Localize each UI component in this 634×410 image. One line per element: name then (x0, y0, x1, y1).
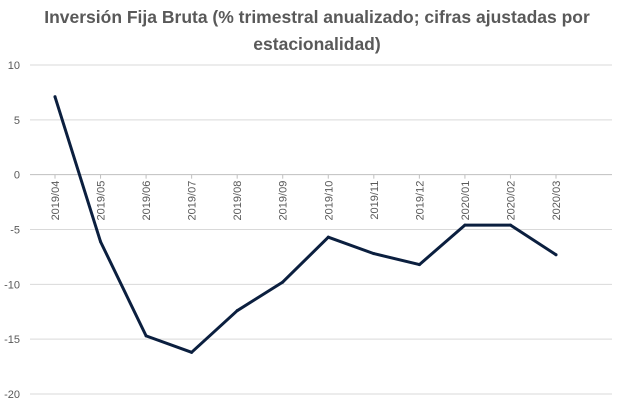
x-tick-label: 2019/07 (187, 181, 199, 221)
chart-title: Inversión Fija Bruta (% trimestral anual… (0, 4, 634, 58)
x-tick-label: 2020/02 (505, 181, 517, 221)
x-tick-label: 2020/01 (460, 181, 472, 221)
data-point (281, 280, 285, 284)
y-tick-label: -5 (10, 225, 20, 237)
data-point (144, 334, 148, 338)
y-tick-label: 10 (8, 60, 20, 72)
y-tick-label: 0 (14, 170, 20, 182)
x-tick-label: 2019/06 (141, 181, 153, 221)
x-tick-label: 2019/04 (50, 181, 62, 221)
data-point (554, 253, 558, 257)
y-tick-label: -15 (4, 334, 20, 346)
chart-title-line-2: estacionalidad) (253, 34, 381, 54)
data-point (417, 263, 421, 267)
x-axis-tick-labels: 2019/04 2019/05 2019/06 2019/07 2019/08 2019/… (50, 174, 563, 221)
y-tick-label: -20 (4, 389, 20, 401)
x-tick-label: 2019/09 (278, 181, 290, 221)
data-series (53, 95, 558, 354)
y-axis-tick-labels: 10 5 0 -5 -10 -15 -20 (4, 60, 20, 401)
x-tick-label: 2019/12 (414, 181, 426, 221)
x-tick-label: 2019/05 (96, 181, 108, 221)
x-tick-label: 2019/10 (323, 181, 335, 221)
x-tick-label: 2020/03 (551, 181, 563, 221)
data-point (190, 350, 194, 354)
chart-title-line-1: Inversión Fija Bruta (% trimestral anual… (44, 7, 590, 27)
gridlines (30, 64, 612, 395)
x-tick-label: 2019/08 (232, 181, 244, 221)
series-line (53, 95, 558, 354)
data-point (53, 95, 57, 99)
y-tick-label: 5 (14, 115, 20, 127)
data-point (235, 309, 239, 313)
x-tick-label: 2019/11 (369, 181, 381, 220)
data-point (372, 252, 376, 256)
data-point (326, 235, 330, 239)
data-point (463, 223, 467, 227)
data-point (99, 240, 103, 244)
y-tick-label: -10 (4, 279, 20, 291)
data-point (508, 223, 512, 227)
